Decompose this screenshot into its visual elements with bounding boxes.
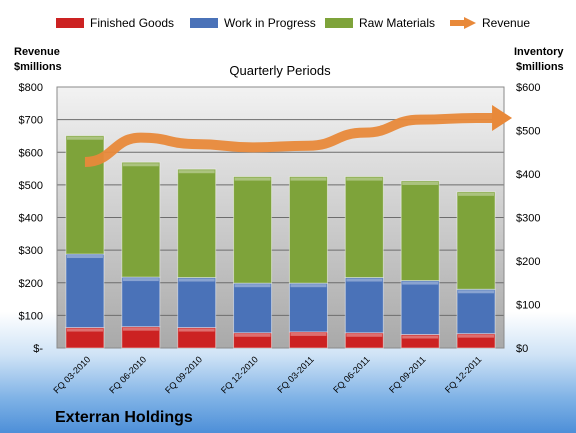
left-axis-title-line2: $millions: [14, 61, 62, 73]
bar-highlight: [458, 290, 495, 294]
x-tick-label: FQ 12-2010: [219, 354, 260, 395]
left-tick-label: $400: [19, 213, 43, 225]
bar-highlight: [178, 328, 215, 332]
bar-work-in-progress: [177, 277, 217, 329]
right-tick-label: $400: [516, 169, 540, 181]
bar-highlight: [122, 163, 159, 167]
right-tick-label: $100: [516, 300, 540, 312]
right-tick-label: $200: [516, 256, 540, 268]
bar-highlight: [66, 136, 103, 140]
bar-highlight: [178, 278, 215, 282]
bar-work-in-progress: [233, 282, 273, 334]
bar-highlight: [234, 333, 271, 337]
right-axis-title-line1: Inventory: [514, 46, 564, 58]
bar-raw-materials: [121, 161, 161, 278]
bar-work-in-progress: [65, 253, 105, 329]
bar-highlight: [234, 284, 271, 288]
bar-highlight: [346, 333, 383, 337]
revenue-arrow-head: [492, 104, 513, 131]
legend-arrow-icon: [464, 17, 476, 29]
bar-work-in-progress: [344, 277, 384, 334]
x-tick-label: FQ 12-2011: [443, 354, 484, 395]
left-tick-label: $800: [19, 82, 43, 94]
left-tick-label: $300: [19, 245, 43, 257]
bar-raw-materials: [233, 176, 273, 284]
right-tick-label: $500: [516, 126, 540, 138]
bar-highlight: [290, 177, 327, 181]
x-tick-label: FQ 09-2010: [163, 354, 204, 395]
left-tick-label: $100: [19, 310, 43, 322]
bar-work-in-progress: [400, 280, 440, 336]
right-axis-title-line2: $millions: [516, 61, 564, 73]
bars: [65, 135, 496, 349]
x-axis-ticks: FQ 03-2010 FQ 06-2010 FQ 09-2010 FQ 12-2010…: [51, 354, 483, 395]
bar-raw-materials: [344, 176, 384, 279]
left-tick-label: $-: [33, 343, 43, 355]
legend-label: Raw Materials: [359, 16, 435, 30]
bar-highlight: [234, 177, 271, 181]
legend-label: Finished Goods: [90, 16, 174, 30]
bar-highlight: [178, 170, 215, 174]
bar-highlight: [402, 281, 439, 285]
plot-title: Quarterly Periods: [229, 63, 331, 78]
bar-work-in-progress: [121, 276, 161, 328]
bar-highlight: [402, 335, 439, 339]
left-tick-label: $200: [19, 278, 43, 290]
bar-highlight: [346, 278, 383, 282]
company-name: Exterran Holdings: [55, 409, 193, 426]
bar-raw-materials: [456, 191, 496, 290]
legend-swatch: [190, 18, 218, 28]
legend-swatch: [56, 18, 84, 28]
bar-highlight: [290, 284, 327, 288]
axis-titles: Revenue $millions Inventory $millions: [14, 46, 564, 73]
right-tick-label: $300: [516, 213, 540, 225]
bar-highlight: [122, 278, 159, 282]
right-axis-ticks: $0 $100 $200 $300 $400 $500 $600: [516, 82, 540, 355]
bar-raw-materials: [400, 180, 440, 282]
x-tick-label: FQ 09-2011: [387, 354, 428, 395]
legend-label: Revenue: [482, 16, 530, 30]
bar-raw-materials: [65, 135, 105, 255]
bar-highlight: [66, 255, 103, 259]
left-tick-label: $500: [19, 180, 43, 192]
bar-highlight: [122, 327, 159, 331]
legend: Finished Goods Work in Progress Raw Materi…: [56, 16, 530, 30]
plot-border: [56, 86, 505, 349]
bar-highlight: [458, 192, 495, 196]
left-axis-title-line1: Revenue: [14, 46, 60, 58]
bar-work-in-progress: [288, 282, 328, 333]
bar-work-in-progress: [456, 288, 496, 335]
bar-highlight: [346, 177, 383, 181]
bar-raw-materials: [177, 168, 217, 279]
left-tick-label: $700: [19, 115, 43, 127]
revenue-line: [84, 104, 513, 168]
x-tick-label: FQ 03-2011: [275, 354, 316, 395]
x-tick-label: FQ 06-2010: [107, 354, 148, 395]
left-axis-ticks: $- $100 $200 $300 $400 $500 $600 $700 $800: [19, 82, 44, 355]
x-tick-label: FQ 06-2011: [331, 354, 372, 395]
legend-label: Work in Progress: [224, 16, 316, 30]
bar-highlight: [458, 334, 495, 338]
right-tick-label: $0: [516, 343, 528, 355]
bar-highlight: [402, 181, 439, 185]
bar-highlight: [290, 332, 327, 336]
x-tick-label: FQ 03-2010: [51, 354, 92, 395]
bar-raw-materials: [288, 176, 328, 284]
legend-swatch: [325, 18, 353, 28]
bar-highlight: [66, 328, 103, 332]
left-tick-label: $600: [19, 147, 43, 159]
right-tick-label: $600: [516, 82, 540, 94]
